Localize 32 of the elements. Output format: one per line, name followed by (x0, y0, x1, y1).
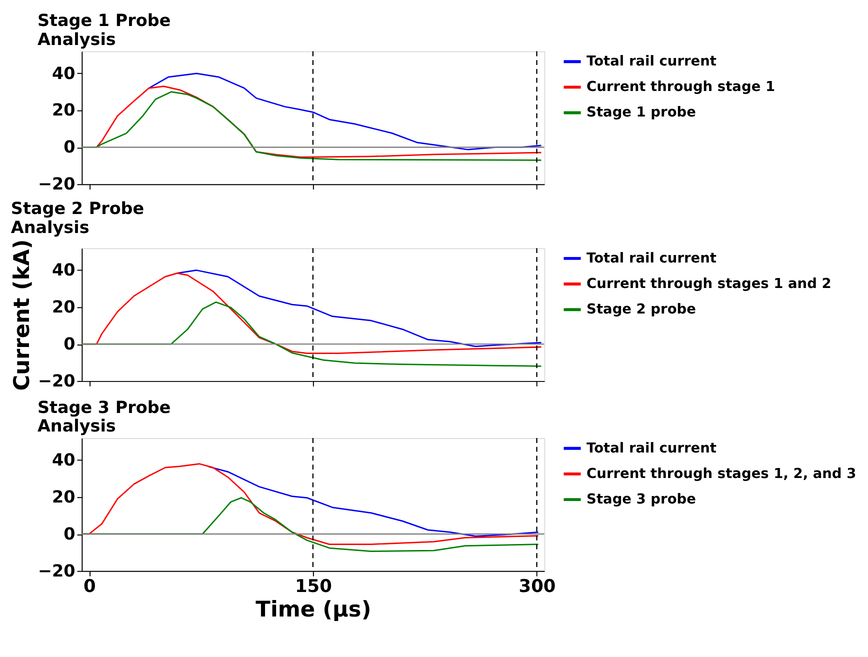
y-tick-label: 0 (64, 523, 76, 544)
legend-label: Current through stages 1, 2, and 3 (586, 466, 856, 482)
y-tick-label: 20 (52, 100, 76, 120)
y-tick-label: 40 (52, 260, 76, 280)
legend-label: Total rail current (586, 440, 717, 456)
chart-title: Stage 3 Probe Analysis (37, 396, 171, 436)
y-axis-title: Current (kA) (10, 239, 36, 391)
y-tick-label: −20 (38, 370, 76, 390)
x-tick-label: 0 (83, 577, 96, 598)
y-tick-label: 0 (64, 136, 76, 157)
line-series (176, 270, 542, 348)
x-tick-label: 150 (294, 577, 332, 598)
chart-title: Stage 2 Probe Analysis (10, 198, 144, 237)
legend-label: Current through stage 1 (586, 79, 776, 96)
legend-label: Stage 2 probe (586, 302, 696, 318)
legend-label: Total rail current (586, 54, 717, 70)
y-tick-label: −20 (38, 174, 76, 194)
y-tick-label: 40 (52, 450, 76, 470)
y-tick-label: 20 (52, 296, 76, 317)
y-tick-label: 40 (52, 62, 76, 83)
line-series (148, 72, 542, 150)
line-series (208, 466, 539, 537)
legend-label: Current through stages 1 and 2 (586, 276, 832, 292)
legend-label: Stage 3 probe (586, 491, 696, 508)
y-tick-label: 20 (52, 486, 76, 506)
y-tick-label: −20 (38, 560, 76, 580)
chart-title: Stage 1 Probe Analysis (37, 10, 171, 49)
x-axis-title: Time (µs) (256, 598, 372, 623)
x-tick-label: 300 (518, 577, 556, 598)
legend-label: Total rail current (586, 250, 717, 266)
y-tick-label: 0 (64, 333, 76, 354)
legend-label: Stage 1 probe (586, 104, 696, 121)
